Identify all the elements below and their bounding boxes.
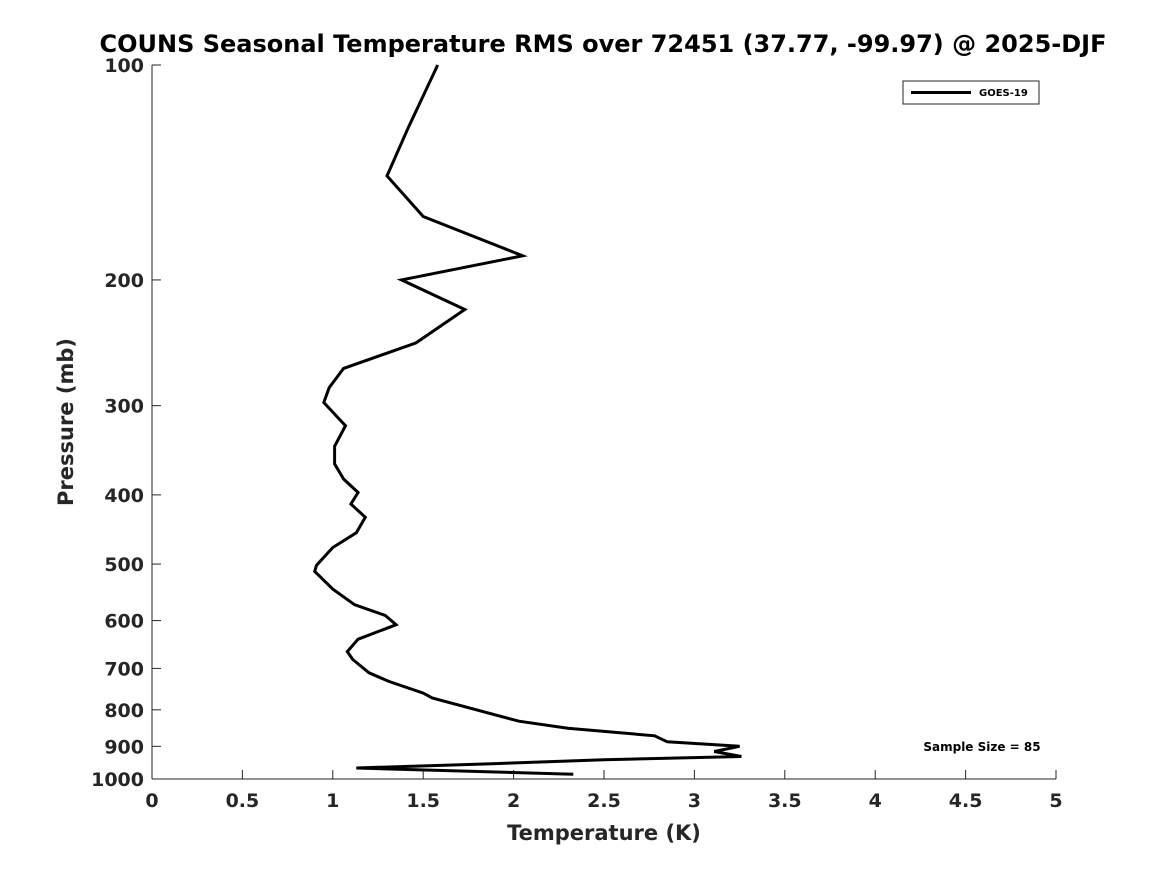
x-tick-label: 4.5 bbox=[949, 790, 983, 812]
x-tick-label: 0.5 bbox=[226, 790, 260, 812]
y-tick-label: 900 bbox=[104, 736, 144, 758]
y-tick-label: 800 bbox=[104, 700, 144, 722]
chart-title: COUNS Seasonal Temperature RMS over 7245… bbox=[100, 30, 1107, 58]
x-axis-label: Temperature (K) bbox=[507, 821, 701, 845]
x-tick-label: 1.5 bbox=[406, 790, 440, 812]
y-tick-label: 200 bbox=[104, 270, 144, 292]
series-line-goes-19 bbox=[313, 64, 742, 776]
sample-size-annotation: Sample Size = 85 bbox=[923, 740, 1040, 754]
x-tick-label: 3 bbox=[688, 790, 701, 812]
y-tick-label: 600 bbox=[104, 611, 144, 633]
x-tick-label: 3.5 bbox=[768, 790, 802, 812]
axes: 0 0.5 1 1.5 2 2.5 3 3.5 4 4.5 5 100 200 300 400 500 600 7… bbox=[91, 55, 1063, 812]
y-tick-label: 300 bbox=[104, 396, 144, 418]
x-tick-label: 5 bbox=[1049, 790, 1062, 812]
y-tick-label: 400 bbox=[104, 485, 144, 507]
y-tick-label: 100 bbox=[104, 55, 144, 77]
x-tick-label: 0 bbox=[145, 790, 158, 812]
legend: GOES-19 bbox=[902, 80, 1040, 105]
y-tick-label: 1000 bbox=[91, 769, 144, 791]
y-tick-label: 700 bbox=[104, 658, 144, 680]
x-tick-label: 4 bbox=[869, 790, 882, 812]
series-layer bbox=[313, 64, 742, 776]
y-tick-label: 500 bbox=[104, 554, 144, 576]
x-tick-label: 1 bbox=[326, 790, 339, 812]
x-tick-label: 2 bbox=[507, 790, 520, 812]
x-tick-label: 2.5 bbox=[587, 790, 621, 812]
y-axis-label: Pressure (mb) bbox=[54, 338, 78, 506]
legend-label: GOES-19 bbox=[979, 88, 1028, 99]
